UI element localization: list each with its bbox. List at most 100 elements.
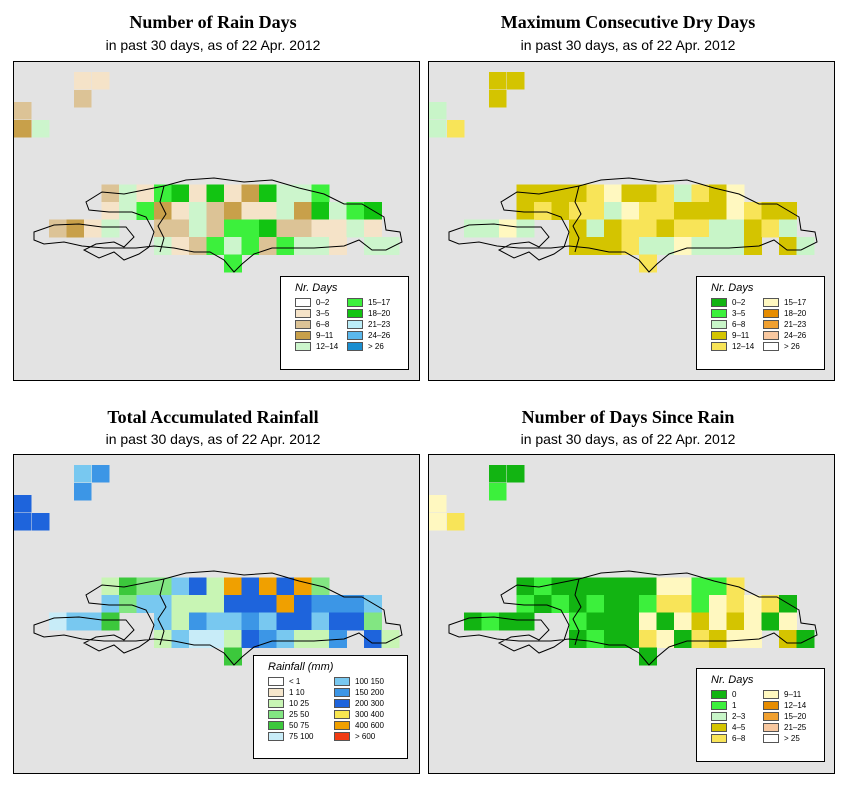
grid-cell bbox=[294, 595, 312, 613]
island-cell bbox=[74, 483, 92, 501]
grid-cell bbox=[276, 595, 295, 613]
grid-cell bbox=[329, 219, 347, 238]
island-cell bbox=[489, 465, 507, 483]
grid-cell bbox=[656, 219, 675, 238]
legend-swatch bbox=[347, 342, 363, 351]
legend-swatch bbox=[711, 723, 727, 732]
panel-subtitle: in past 30 days, as of 22 Apr. 2012 bbox=[105, 37, 321, 53]
grid-cell bbox=[639, 219, 657, 238]
rain-days-legend: Nr. Days 0–2 3–5 6–8 9–11 12–14 15–17 18… bbox=[280, 276, 409, 370]
dry-days-legend: Nr. Days 0–2 3–5 6–8 9–11 12–14 15–17 18… bbox=[696, 276, 825, 370]
grid-cell bbox=[534, 202, 552, 220]
grid-cell bbox=[674, 184, 692, 203]
panel-title: Total Accumulated Rainfall bbox=[107, 407, 319, 427]
panel-title: Number of Rain Days bbox=[129, 12, 297, 32]
grid-cell bbox=[101, 595, 120, 613]
grid-cell bbox=[709, 630, 727, 648]
grid-cell bbox=[259, 237, 277, 255]
grid-cell bbox=[586, 595, 605, 613]
legend-swatch bbox=[763, 734, 779, 743]
grid-cell bbox=[569, 202, 587, 220]
grid-cell bbox=[189, 612, 207, 631]
grid-cell bbox=[241, 184, 260, 203]
panel-title: Maximum Consecutive Dry Days bbox=[500, 12, 756, 32]
grid-cell bbox=[311, 237, 330, 255]
grid-cell bbox=[101, 219, 120, 238]
grid-cell bbox=[171, 202, 190, 220]
country-border bbox=[572, 578, 582, 646]
grid-cell bbox=[154, 577, 172, 596]
grid-cell bbox=[294, 237, 312, 255]
grid-cell bbox=[276, 612, 295, 631]
grid-cell bbox=[761, 202, 780, 220]
legend-swatch bbox=[347, 320, 363, 329]
grid-cell bbox=[709, 237, 727, 255]
island-cell bbox=[429, 120, 447, 138]
grid-cell bbox=[206, 630, 225, 648]
grid-cell bbox=[189, 219, 207, 238]
grid-cell bbox=[639, 184, 657, 203]
island-cell bbox=[74, 72, 92, 90]
grid-cell bbox=[621, 630, 640, 648]
island-cell bbox=[507, 465, 525, 483]
grid-cell bbox=[294, 184, 312, 203]
grid-cell bbox=[639, 237, 657, 255]
island-cell bbox=[489, 90, 507, 108]
legend-swatch bbox=[334, 699, 350, 708]
grid-cell bbox=[639, 202, 657, 220]
grid-cell bbox=[761, 612, 780, 631]
grid-cell bbox=[709, 595, 727, 613]
grid-cell bbox=[796, 237, 815, 255]
grid-cell bbox=[66, 612, 85, 631]
grid-cell bbox=[604, 577, 622, 596]
grid-cell bbox=[294, 612, 312, 631]
grid-cell bbox=[691, 202, 710, 220]
legend-title: Rainfall (mm) bbox=[268, 661, 334, 673]
grid-cell bbox=[224, 202, 242, 220]
grid-cell bbox=[551, 184, 570, 203]
grid-cell bbox=[171, 595, 190, 613]
grid-cell bbox=[709, 184, 727, 203]
map-grid bbox=[14, 72, 403, 273]
grid-cell bbox=[294, 202, 312, 220]
grid-cell bbox=[656, 612, 675, 631]
island-cell bbox=[489, 72, 507, 90]
grid-cell bbox=[329, 612, 347, 631]
grid-cell bbox=[189, 184, 207, 203]
grid-cell bbox=[691, 184, 710, 203]
grid-cell bbox=[224, 577, 242, 596]
grid-cell bbox=[311, 219, 330, 238]
grid-cell bbox=[656, 577, 675, 596]
grid-cell bbox=[779, 219, 797, 238]
grid-cell bbox=[154, 237, 172, 255]
grid-cell bbox=[516, 577, 535, 596]
total-rainfall-legend: Rainfall (mm) < 1 1 10 10 25 25 50 50 75… bbox=[253, 655, 408, 759]
grid-cell bbox=[276, 237, 295, 255]
legend-title: Nr. Days bbox=[711, 282, 754, 294]
legend-swatch bbox=[711, 331, 727, 340]
grid-cell bbox=[154, 202, 172, 220]
grid-cell bbox=[241, 237, 260, 255]
grid-cell bbox=[621, 184, 640, 203]
grid-cell bbox=[224, 219, 242, 238]
grid-cell bbox=[276, 202, 295, 220]
grid-cell bbox=[49, 612, 67, 631]
legend-swatch bbox=[268, 721, 284, 730]
grid-cell bbox=[241, 612, 260, 631]
grid-cell bbox=[241, 577, 260, 596]
grid-cell bbox=[744, 219, 762, 238]
legend-swatch bbox=[268, 710, 284, 719]
island-cell bbox=[92, 72, 110, 90]
grid-cell bbox=[66, 219, 85, 238]
map-grid bbox=[429, 465, 818, 666]
grid-cell bbox=[241, 595, 260, 613]
island-cell bbox=[92, 465, 110, 483]
grid-cell bbox=[241, 630, 260, 648]
grid-cell bbox=[171, 237, 190, 255]
grid-cell bbox=[569, 595, 587, 613]
grid-cell bbox=[674, 630, 692, 648]
grid-cell bbox=[84, 612, 102, 631]
legend-swatch bbox=[763, 690, 779, 699]
grid-cell bbox=[691, 219, 710, 238]
grid-cell bbox=[171, 612, 190, 631]
